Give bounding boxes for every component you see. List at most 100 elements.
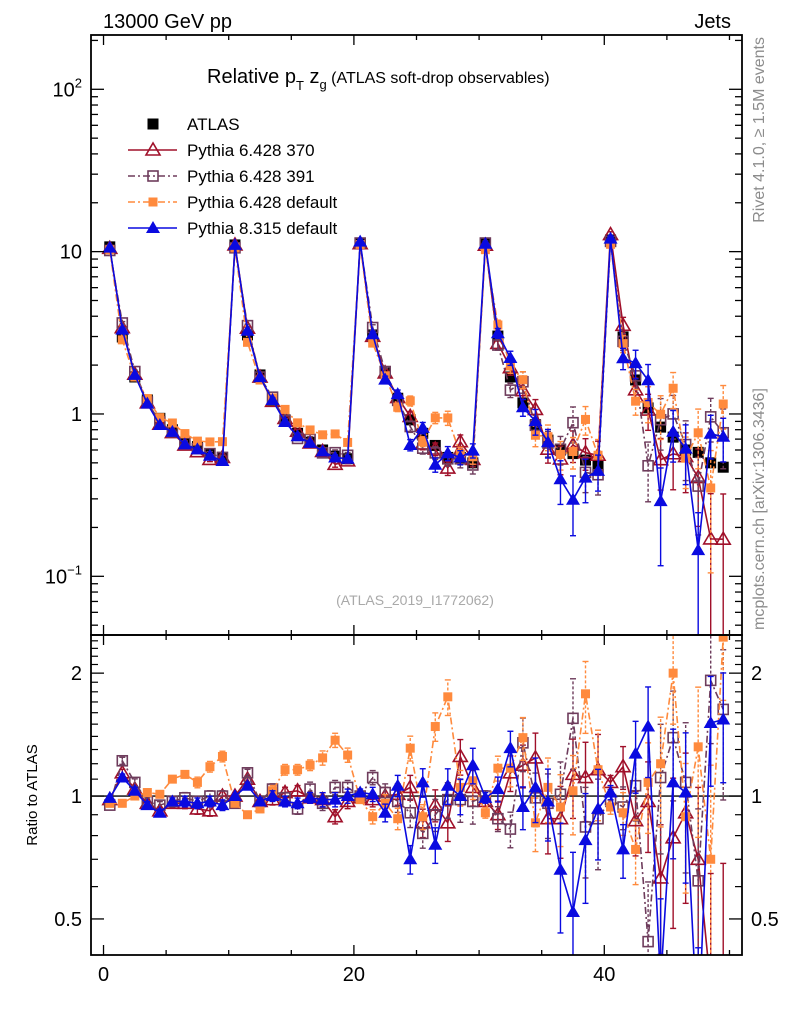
data-point-pythia-6-428-default xyxy=(305,425,315,435)
ratio-point-pythia-8-315-default xyxy=(453,789,468,802)
ratio-error-bar-pythia-8-315-default xyxy=(557,822,564,934)
ratio-error-bar-pythia-6-428-370 xyxy=(707,872,714,955)
ratio-point-pythia-6-428-default xyxy=(142,788,152,798)
data-point-pythia-8-315-default xyxy=(641,373,656,386)
ratio-point-pythia-6-428-370 xyxy=(577,768,594,784)
data-point-pythia-6-428-391 xyxy=(492,339,504,351)
ratio-error-bar-pythia-8-315-default xyxy=(645,686,652,779)
data-point-pythia-6-428-default xyxy=(643,397,653,407)
data-point-pythia-6-428-391 xyxy=(567,416,579,429)
ratio-point-pythia-8-315-default xyxy=(666,775,681,788)
ratio-error-bar-pythia-6-428-370 xyxy=(720,862,727,955)
ratio-point-pythia-6-428-default xyxy=(205,762,215,772)
ratio-point-pythia-6-428-default xyxy=(368,812,378,822)
data-point-pythia-8-315-default xyxy=(253,370,268,383)
ratio-point-pythia-6-428-default xyxy=(568,786,578,796)
data-point-pythia-8-315-default xyxy=(503,350,518,363)
ratio-error-bar-pythia-8-315-default xyxy=(670,728,677,860)
data-point-pythia-8-315-default xyxy=(202,448,217,461)
ratio-error-bar-pythia-6-428-default xyxy=(432,712,439,743)
error-bar-pythia-6-428-370 xyxy=(707,492,714,635)
error-bar-pythia-6-428-default xyxy=(695,408,702,470)
data-point-pythia-6-428-370 xyxy=(652,451,670,466)
error-bar-pythia-6-428-default xyxy=(519,370,526,390)
y-tick-label: 10−1 xyxy=(45,562,82,588)
error-bar-pythia-6-428-391 xyxy=(645,441,652,503)
ratio-error-bar-pythia-6-428-default xyxy=(657,716,664,828)
data-point-atlas xyxy=(504,371,516,383)
error-bar-pythia-8-315-default xyxy=(569,475,576,537)
data-point-pythia-6-428-default xyxy=(318,430,328,440)
ratio-error-bar-pythia-6-428-default xyxy=(695,686,702,839)
ratio-point-pythia-6-428-default xyxy=(355,795,365,805)
data-point-pythia-8-315-default xyxy=(528,414,543,427)
ratio-point-pythia-6-428-default xyxy=(130,791,140,801)
ratio-point-pythia-8-315-default xyxy=(515,800,530,813)
data-point-pythia-6-428-default xyxy=(443,413,453,423)
legend-marker-pythia-8-315-default xyxy=(146,221,160,233)
ratio-point-pythia-6-428-default xyxy=(393,814,403,824)
data-point-pythia-6-428-default xyxy=(430,413,440,423)
ratio-error-bar-pythia-8-315-default xyxy=(569,851,576,955)
ratio-point-pythia-6-428-default xyxy=(443,692,453,702)
ratio-point-pythia-8-315-default xyxy=(641,719,656,732)
legend-marker-atlas xyxy=(147,118,159,130)
ratio-point-pythia-8-315-default xyxy=(140,798,155,811)
legend-label-atlas: ATLAS xyxy=(187,115,240,134)
data-point-pythia-8-315-default xyxy=(616,351,631,364)
ratio-point-pythia-6-428-default xyxy=(192,777,202,787)
data-point-pythia-6-428-default xyxy=(205,437,215,447)
ratio-point-pythia-6-428-370 xyxy=(201,802,219,817)
data-point-pythia-8-315-default xyxy=(315,444,330,457)
data-point-pythia-6-428-default xyxy=(718,399,728,409)
ratio-point-pythia-8-315-default xyxy=(240,778,255,791)
error-bar-pythia-8-315-default xyxy=(695,512,702,635)
ratio-point-pythia-6-428-370 xyxy=(652,869,670,884)
mcplots-label: mcplots.cern.ch [arXiv:1306.3436] xyxy=(751,388,768,630)
ratio-point-pythia-6-428-default xyxy=(293,765,303,775)
data-point-pythia-8-315-default xyxy=(540,435,555,448)
legend-marker-pythia-6-428-default xyxy=(148,197,158,207)
data-point-pythia-8-315-default xyxy=(115,322,130,335)
series-line-pythia-6-428-default xyxy=(109,244,724,489)
ratio-point-pythia-6-428-370 xyxy=(439,814,457,829)
data-point-pythia-8-315-default xyxy=(190,442,205,455)
data-point-pythia-6-428-default xyxy=(192,436,202,446)
ratio-point-pythia-6-428-370 xyxy=(451,747,469,763)
ratio-error-bar-pythia-6-428-391 xyxy=(507,811,514,849)
ratio-point-pythia-8-315-default xyxy=(115,770,130,783)
data-point-pythia-8-315-default xyxy=(227,237,242,250)
ratio-point-pythia-8-315-default xyxy=(290,796,305,809)
ratio-point-pythia-6-428-default xyxy=(418,812,428,822)
data-point-pythia-6-428-default xyxy=(668,383,678,393)
analysis-watermark: (ATLAS_2019_I1772062) xyxy=(336,592,494,608)
ratio-point-pythia-8-315-default xyxy=(503,741,518,754)
ratio-error-bar-pythia-8-315-default xyxy=(682,732,689,884)
data-point-pythia-6-428-370 xyxy=(714,530,732,546)
y-tick-label-base: 10 xyxy=(53,79,75,101)
data-point-pythia-6-428-default xyxy=(155,413,165,423)
ratio-point-pythia-6-428-default xyxy=(167,774,177,784)
ratio-point-pythia-8-315-default xyxy=(165,794,180,807)
ratio-point-pythia-8-315-default xyxy=(403,852,418,865)
data-point-pythia-6-428-default xyxy=(418,437,428,447)
data-point-pythia-6-428-default xyxy=(555,449,565,459)
ratio-error-bar-pythia-6-428-default xyxy=(569,754,576,836)
ratio-point-pythia-6-428-default xyxy=(255,804,265,814)
legend-markers xyxy=(128,118,177,233)
ratio-point-pythia-6-428-default xyxy=(618,808,628,818)
ratio-error-bar-pythia-6-428-default xyxy=(670,635,677,725)
ratio-point-pythia-6-428-391 xyxy=(467,795,479,808)
x-tick-label: 20 xyxy=(343,964,365,986)
data-point-pythia-6-428-default xyxy=(706,483,716,493)
data-point-pythia-8-315-default xyxy=(390,387,405,400)
ratio-point-pythia-8-315-default xyxy=(177,794,192,807)
ratio-point-pythia-6-428-default xyxy=(117,798,127,808)
ratio-point-pythia-6-428-default xyxy=(518,733,528,743)
title-main: Relative p xyxy=(207,66,296,88)
ratio-point-pythia-6-428-default xyxy=(155,789,165,799)
ratio-point-pythia-8-315-default xyxy=(490,782,505,795)
data-point-pythia-6-428-370 xyxy=(514,382,532,397)
